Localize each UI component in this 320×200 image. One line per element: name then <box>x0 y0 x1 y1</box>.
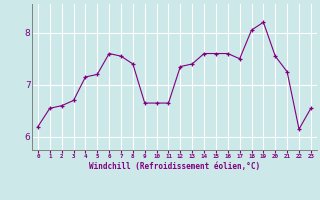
X-axis label: Windchill (Refroidissement éolien,°C): Windchill (Refroidissement éolien,°C) <box>89 162 260 171</box>
